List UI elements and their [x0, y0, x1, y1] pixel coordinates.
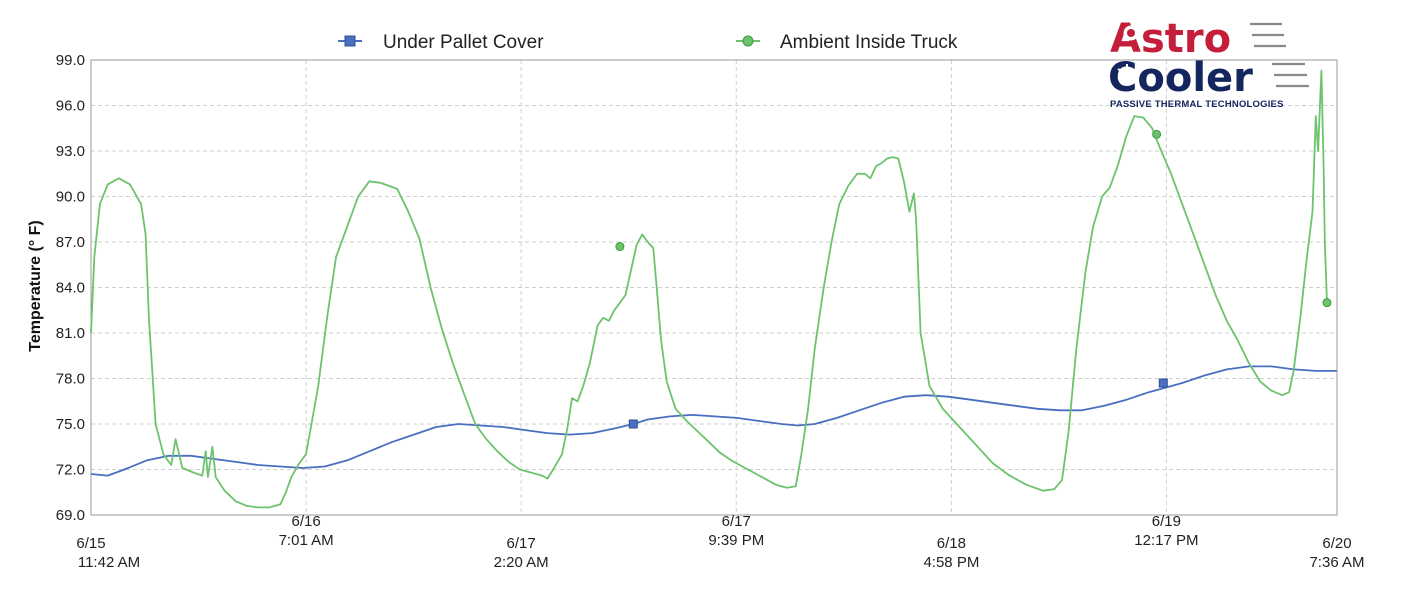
series-line	[90, 69, 1328, 509]
legend-circle-marker	[742, 35, 754, 47]
series-ambient-inside-truck	[90, 69, 1332, 509]
x-tick-date: 6/17	[507, 535, 536, 552]
x-tick-date: 6/19	[1152, 513, 1181, 530]
series-line	[90, 365, 1337, 477]
snowflake-icon	[1117, 64, 1137, 84]
series	[90, 69, 1337, 509]
y-tick-label: 90.0	[56, 189, 85, 206]
legend-label: Ambient Inside Truck	[780, 32, 958, 53]
legend: Under Pallet Cover Ambient Inside Truck	[338, 32, 958, 53]
x-tick-time: 4:58 PM	[923, 554, 979, 571]
y-tick-label: 81.0	[56, 325, 85, 342]
data-point-square	[1158, 378, 1168, 388]
sun-icon	[1123, 25, 1139, 41]
x-tick-date: 6/16	[292, 513, 321, 530]
x-axis-ticks: 6/15 11:42 AM 6/16 7:01 AM 6/17 2:20 AM 6/17 9:…	[76, 513, 1364, 571]
legend-label: Under Pallet Cover	[383, 32, 544, 53]
data-point-square	[628, 419, 638, 429]
astro-cooler-logo: Astro Cooler PASSIVE THERMAL TECHNOLOGIE…	[1108, 16, 1309, 110]
x-tick-date: 6/17	[722, 513, 751, 530]
x-tick-time: 2:20 AM	[494, 554, 549, 571]
legend-item[interactable]: Under Pallet Cover	[338, 32, 544, 53]
x-tick-time: 11:42 AM	[78, 554, 140, 571]
x-tick-time: 12:17 PM	[1134, 532, 1198, 549]
x-tick-date: 6/20	[1322, 535, 1351, 552]
legend-item[interactable]: Ambient Inside Truck	[736, 32, 958, 53]
y-tick-label: 69.0	[56, 507, 85, 524]
data-point-circle	[1322, 298, 1332, 308]
x-tick-time: 7:01 AM	[279, 532, 334, 549]
x-tick-time: 9:39 PM	[708, 532, 764, 549]
logo-line-2: Cooler	[1108, 55, 1253, 101]
legend-square-marker	[344, 35, 356, 47]
series-under-pallet-cover	[90, 365, 1337, 477]
y-tick-label: 84.0	[56, 280, 85, 297]
y-tick-label: 75.0	[56, 416, 85, 433]
y-tick-label: 78.0	[56, 371, 85, 388]
y-tick-label: 72.0	[56, 462, 85, 479]
x-tick-time: 7:36 AM	[1309, 554, 1364, 571]
y-axis-ticks: 69.0 72.0 75.0 78.0 81.0 84.0 87.0 90.0 93.0 96.0…	[56, 52, 85, 524]
data-point-circle	[615, 242, 625, 252]
y-tick-label: 96.0	[56, 98, 85, 115]
y-tick-label: 99.0	[56, 52, 85, 69]
data-point-circle	[1152, 129, 1162, 139]
x-tick-date: 6/15	[76, 535, 105, 552]
grid	[91, 60, 1337, 515]
logo-tagline: PASSIVE THERMAL TECHNOLOGIES	[1110, 99, 1284, 110]
plot-area-border	[90, 59, 1338, 516]
speed-lines-icon	[1250, 22, 1309, 88]
x-tick-date: 6/18	[937, 535, 966, 552]
y-axis-title: Temperature (° F)	[27, 220, 44, 351]
y-tick-label: 87.0	[56, 234, 85, 251]
y-tick-label: 93.0	[56, 143, 85, 160]
